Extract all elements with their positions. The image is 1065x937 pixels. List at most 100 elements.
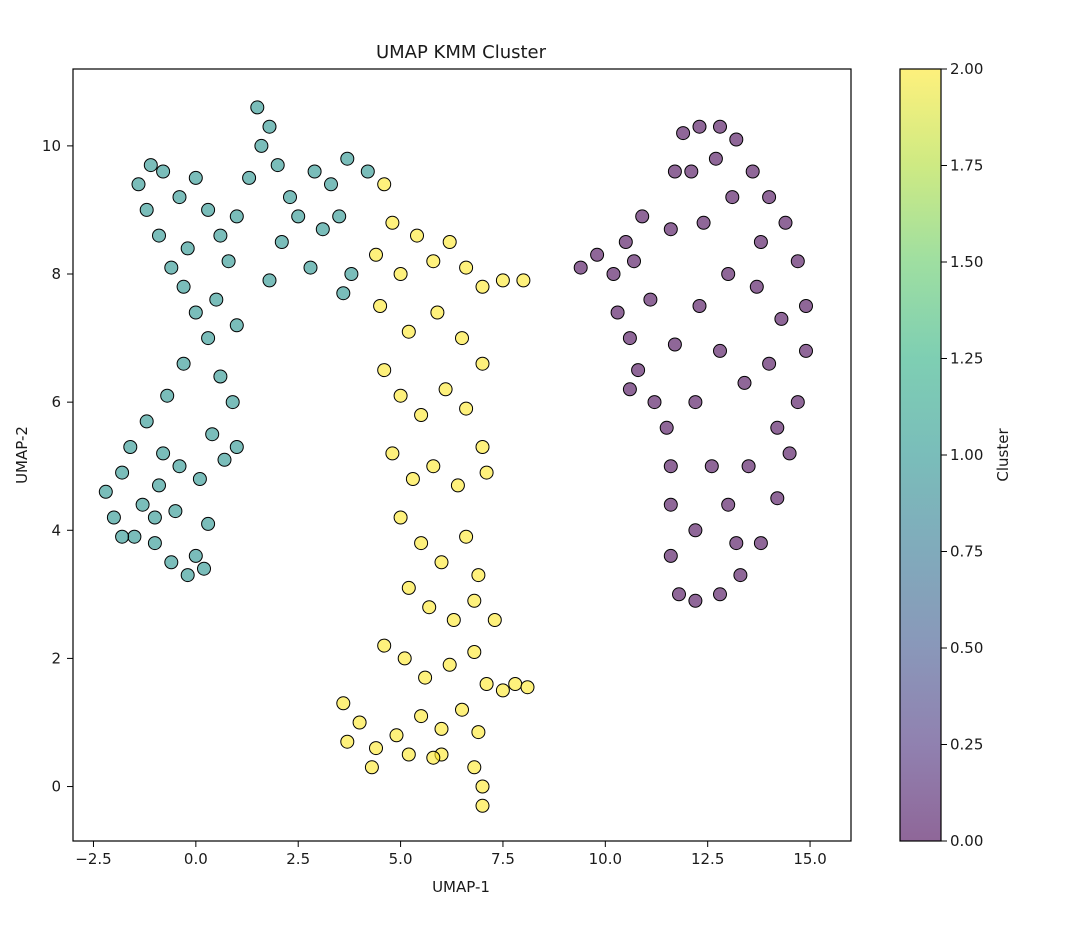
colorbar-tick-label: 1.25 — [950, 350, 983, 368]
scatter-point-cluster-2 — [369, 741, 383, 756]
scatter-point-cluster-0 — [573, 260, 588, 275]
scatter-point-cluster-2 — [414, 709, 429, 724]
scatter-point-cluster-1 — [168, 504, 183, 519]
scatter-point-cluster-1 — [98, 484, 113, 499]
scatter-point-cluster-2 — [475, 798, 490, 813]
scatter-point-cluster-1 — [135, 497, 150, 512]
scatter-point-cluster-0 — [733, 568, 748, 583]
colorbar-tick-label: 2.00 — [950, 60, 983, 78]
scatter-point-cluster-0 — [688, 523, 703, 538]
scatter-point-cluster-0 — [713, 587, 727, 602]
scatter-point-cluster-0 — [782, 446, 797, 461]
scatter-point-cluster-1 — [201, 516, 216, 531]
scatter-point-cluster-0 — [692, 299, 707, 313]
scatter-point-cluster-0 — [663, 459, 678, 474]
scatter-point-cluster-0 — [667, 337, 682, 352]
scatter-point-cluster-2 — [393, 510, 408, 525]
scatter-point-cluster-0 — [737, 375, 752, 390]
scatter-point-cluster-1 — [115, 529, 130, 544]
scatter-point-cluster-1 — [164, 555, 179, 570]
scatter-point-cluster-2 — [336, 696, 351, 711]
scatter-point-cluster-2 — [446, 613, 461, 627]
scatter-point-cluster-0 — [663, 222, 678, 237]
scatter-point-cluster-0 — [631, 363, 646, 378]
scatter-point-cluster-0 — [778, 215, 793, 230]
x-tick-label: 5.0 — [389, 850, 413, 868]
scatter-point-cluster-0 — [667, 164, 682, 179]
x-tick-label: −2.5 — [75, 850, 111, 868]
x-tick-label: 0.0 — [184, 850, 208, 868]
scatter-point-cluster-2 — [495, 683, 510, 698]
scatter-point-cluster-2 — [426, 750, 441, 765]
scatter-point-cluster-1 — [324, 177, 338, 192]
scatter-point-cluster-2 — [389, 728, 404, 743]
scatter-point-cluster-2 — [393, 388, 408, 403]
scatter-point-cluster-0 — [635, 209, 650, 224]
scatter-point-cluster-0 — [688, 395, 703, 410]
scatter-point-cluster-1 — [283, 190, 297, 205]
scatter-point-cluster-0 — [713, 119, 727, 134]
scatter-point-cluster-2 — [426, 254, 441, 269]
scatter-point-cluster-0 — [713, 343, 727, 358]
scatter-point-cluster-1 — [188, 170, 203, 185]
scatter-point-cluster-2 — [438, 382, 453, 397]
scatter-point-cluster-2 — [475, 279, 490, 294]
scatter-point-cluster-2 — [401, 747, 416, 762]
scatter-point-cluster-1 — [188, 548, 203, 563]
scatter-point-cluster-0 — [725, 190, 740, 205]
scatter-point-cluster-2 — [401, 580, 416, 595]
y-tick-label: 6 — [51, 393, 61, 411]
scatter-point-cluster-2 — [487, 613, 502, 627]
scatter-point-cluster-0 — [749, 279, 764, 294]
colorbar-tick-label: 0.75 — [950, 543, 983, 561]
scatter-point-cluster-2 — [459, 260, 474, 275]
scatter-point-cluster-0 — [729, 132, 744, 147]
scatter-point-cluster-1 — [262, 119, 277, 134]
scatter-point-cluster-2 — [340, 734, 355, 749]
scatter-point-cluster-1 — [172, 459, 187, 474]
scatter-point-cluster-0 — [774, 311, 789, 326]
scatter-point-cluster-2 — [442, 235, 457, 249]
scatter-point-cluster-2 — [479, 677, 494, 691]
x-axis-label: UMAP-1 — [432, 878, 490, 896]
scatter-point-cluster-2 — [508, 677, 523, 691]
colorbar-ticks: 0.00 0.25 0.50 0.75 1.00 1.25 1.50 1.75 2.00 — [941, 60, 983, 850]
scatter-point-cluster-2 — [373, 299, 388, 313]
scatter-point-cluster-0 — [753, 536, 768, 551]
scatter-point-cluster-0 — [729, 536, 744, 551]
scatter-point-cluster-0 — [708, 151, 723, 166]
scatter-point-cluster-1 — [254, 138, 269, 153]
scatter-point-cluster-2 — [455, 702, 469, 717]
scatter-point-cluster-2 — [471, 725, 486, 740]
scatter-point-cluster-0 — [790, 254, 805, 269]
x-tick-label: 12.5 — [691, 850, 724, 868]
scatter-point-cluster-1 — [192, 472, 207, 486]
scatter-point-cluster-1 — [242, 170, 257, 185]
y-tick-label: 8 — [51, 265, 61, 283]
scatter-point-cluster-1 — [225, 395, 240, 410]
scatter-point-cluster-1 — [217, 452, 232, 467]
scatter-point-cluster-2 — [418, 670, 433, 685]
scatter-point-cluster-1 — [209, 292, 224, 307]
scatter-point-cluster-1 — [221, 254, 236, 269]
scatter-point-cluster-1 — [315, 222, 330, 237]
plot-frame — [72, 68, 852, 842]
scatter-point-cluster-1 — [139, 202, 154, 217]
scatter-point-cluster-0 — [790, 395, 805, 410]
scatter-point-cluster-1 — [270, 158, 285, 173]
scatter-point-cluster-0 — [721, 267, 736, 281]
scatter-point-cluster-0 — [799, 299, 813, 313]
scatter-point-cluster-1 — [172, 190, 187, 205]
scatter-point-cluster-2 — [459, 401, 474, 416]
scatter-point-cluster-0 — [627, 254, 641, 269]
scatter-point-cluster-0 — [745, 164, 760, 179]
scatter-point-cluster-2 — [430, 305, 445, 320]
scatter-point-cluster-0 — [672, 587, 686, 602]
colorbar-gradient — [900, 69, 941, 841]
scatter-point-cluster-2 — [471, 568, 486, 583]
scatter-point-cluster-2 — [377, 638, 392, 653]
scatter-point-cluster-2 — [434, 721, 449, 736]
scatter-points — [98, 100, 813, 813]
scatter-point-cluster-1 — [143, 158, 158, 173]
